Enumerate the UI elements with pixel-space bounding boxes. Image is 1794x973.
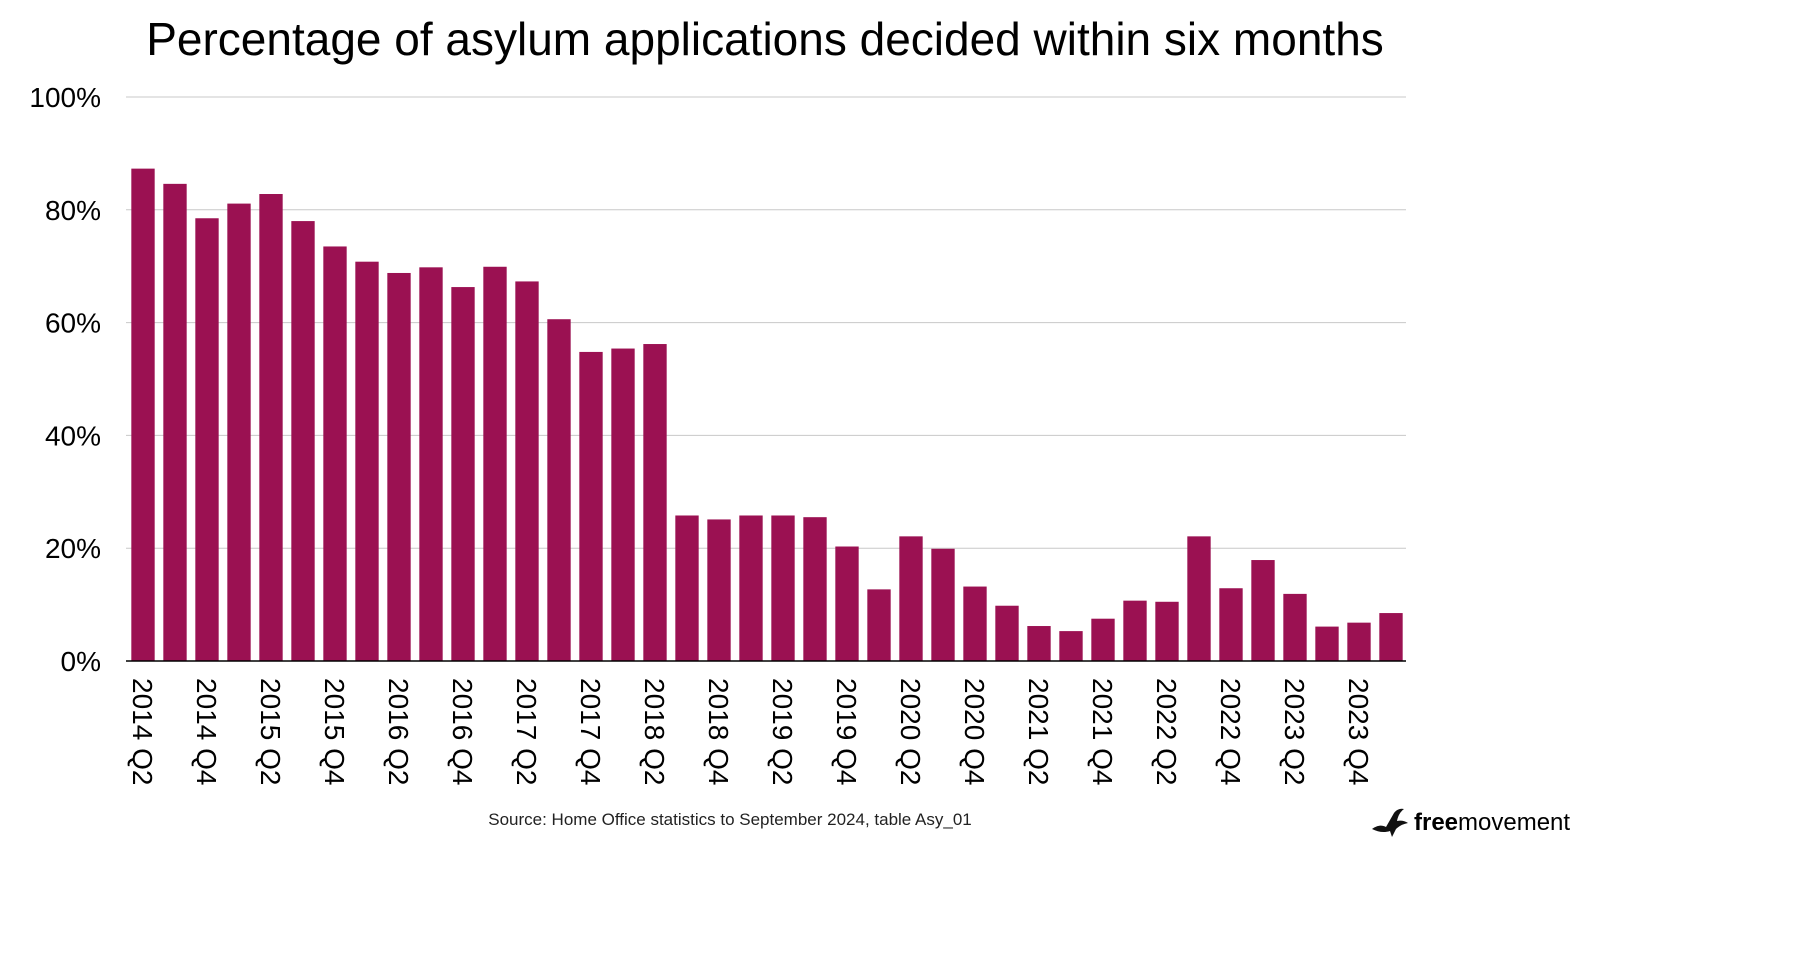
bars: 2014 Q2: 87.3% 2014 Q3: 84.6% 2014 Q4: 78.… <box>131 168 1403 662</box>
bar: 2016 Q1: 70.8% <box>355 261 379 661</box>
x-tick-label: 2016 Q2 <box>383 678 414 785</box>
bar: 2021 Q1: 9.8% <box>995 605 1019 661</box>
bar: 2014 Q4: 78.5% <box>195 218 219 661</box>
bar: 2018 Q2: 56.2% <box>643 344 667 661</box>
bar: 2018 Q4: 25.1% <box>707 519 731 661</box>
bar: 2019 Q1: 25.8% <box>739 515 763 661</box>
bar: 2017 Q3: 60.6% <box>547 319 571 661</box>
bar: 2021 Q2: 6.2% <box>1027 626 1051 661</box>
bar: 2018 Q1: 55.4% <box>611 348 635 661</box>
x-tick-label: 2014 Q4 <box>191 678 222 785</box>
x-tick-label: 2015 Q4 <box>319 678 350 785</box>
bar: 2018 Q3: 25.8% <box>675 515 699 661</box>
bar: 2020 Q4: 13.2% <box>963 586 987 661</box>
brand-wordmark: freemovement <box>1414 809 1570 837</box>
bar: 2021 Q3: 5.3% <box>1059 631 1083 661</box>
y-tick-label: 0% <box>61 646 101 677</box>
bar: 2020 Q2: 22.1% <box>899 536 923 661</box>
x-tick-label: 2023 Q4 <box>1343 678 1374 785</box>
bar: 2022 Q3: 22.1% <box>1187 536 1211 661</box>
bar: 2023 Q1: 17.9% <box>1251 560 1275 661</box>
x-tick-label: 2018 Q2 <box>639 678 670 785</box>
bar: 2015 Q1: 81.1% <box>227 203 251 661</box>
x-tick-label: 2016 Q4 <box>447 678 478 785</box>
bar: 2020 Q3: 19.9% <box>931 548 955 661</box>
bird-icon <box>1372 808 1408 837</box>
chart-title: Percentage of asylum applications decide… <box>146 13 1384 65</box>
bar: 2017 Q1: 69.9% <box>483 266 507 661</box>
bar: 2023 Q2: 11.9% <box>1283 593 1307 661</box>
brand-word-movement: movement <box>1458 809 1571 836</box>
bar: 2023 Q4: 6.8% <box>1347 622 1371 661</box>
brand-logo: freemovement <box>1370 800 1570 846</box>
x-tick-label: 2022 Q2 <box>1151 678 1182 785</box>
bar: 2014 Q3: 84.6% <box>163 183 187 661</box>
x-tick-label: 2022 Q4 <box>1215 678 1246 785</box>
y-tick-label: 100% <box>29 82 101 113</box>
x-tick-label: 2015 Q2 <box>255 678 286 785</box>
bar: 2022 Q2: 10.5% <box>1155 601 1179 661</box>
x-tick-label: 2023 Q2 <box>1279 678 1310 785</box>
bar: 2019 Q2: 25.8% <box>771 515 795 661</box>
bar: 2022 Q4: 12.9% <box>1219 588 1243 661</box>
bar: 2016 Q3: 69.8% <box>419 267 443 661</box>
x-tick-label: 2021 Q2 <box>1023 678 1054 785</box>
bar: 2020 Q1: 12.7% <box>867 589 891 661</box>
x-tick-label: 2020 Q2 <box>895 678 926 785</box>
x-tick-label: 2020 Q4 <box>959 678 990 785</box>
y-tick-label: 60% <box>45 308 101 339</box>
x-axis-ticks: 2014 Q2 2014 Q4 2015 Q2 2015 Q4 2016 Q2 2016 … <box>127 678 1374 785</box>
y-tick-label: 40% <box>45 420 101 451</box>
bar: 2015 Q3: 78% <box>291 221 315 661</box>
x-tick-label: 2019 Q4 <box>831 678 862 785</box>
bar: 2023 Q3: 6.1% <box>1315 626 1339 661</box>
x-tick-label: 2017 Q2 <box>511 678 542 785</box>
brand-word-free: free <box>1414 809 1459 836</box>
bar: 2024 Q1: 8.5% <box>1379 613 1403 661</box>
bar: 2019 Q4: 20.3% <box>835 546 859 661</box>
x-tick-label: 2019 Q2 <box>767 678 798 785</box>
bar: 2016 Q4: 66.3% <box>451 287 475 661</box>
x-tick-label: 2021 Q4 <box>1087 678 1118 785</box>
gridlines <box>126 96 1406 549</box>
bar: 2017 Q4: 54.8% <box>579 351 603 661</box>
bar: 2021 Q4: 7.5% <box>1091 618 1115 661</box>
bar: 2015 Q4: 73.5% <box>323 246 347 661</box>
bar: 2014 Q2: 87.3% <box>131 168 155 662</box>
source-note: Source: Home Office statistics to Septem… <box>488 810 972 829</box>
bar: 2016 Q2: 68.8% <box>387 272 411 661</box>
x-tick-label: 2017 Q4 <box>575 678 606 785</box>
bar: 2015 Q2: 82.8% <box>259 194 283 661</box>
y-tick-label: 20% <box>45 533 101 564</box>
x-tick-label: 2014 Q2 <box>127 678 158 785</box>
y-tick-label: 80% <box>45 195 101 226</box>
x-tick-label: 2018 Q4 <box>703 678 734 785</box>
y-axis-ticks: 0% 20% 40% 60% 80% 100% <box>29 82 101 677</box>
bar: 2019 Q3: 25.5% <box>803 517 827 661</box>
bar: 2017 Q2: 67.3% <box>515 281 539 661</box>
bar: 2022 Q1: 10.7% <box>1123 600 1147 661</box>
